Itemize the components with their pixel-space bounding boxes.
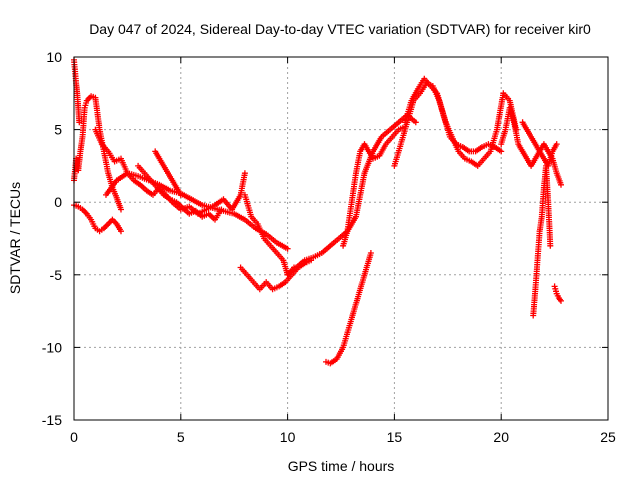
data-marker-trace-r: [551, 283, 564, 304]
x-tick-label: 20: [493, 429, 509, 445]
x-tick-label: 15: [387, 429, 403, 445]
data-marker-trace-e: [103, 170, 291, 252]
y-tick-label: 10: [46, 49, 62, 65]
data-marker-trace-n: [402, 75, 505, 155]
x-axis-label: GPS time / hours: [288, 458, 395, 474]
plot-frame: [73, 56, 609, 421]
y-tick-label: -10: [42, 339, 62, 355]
series-trace-e: [103, 170, 291, 252]
y-tick-label: 5: [54, 122, 62, 138]
series-trace-f: [135, 162, 225, 223]
y-tick-label: -5: [50, 267, 63, 283]
y-tick-label: 0: [54, 194, 62, 210]
x-tick-label: 0: [70, 429, 78, 445]
x-tick-label: 10: [280, 429, 296, 445]
chart-title: Day 047 of 2024, Sidereal Day-to-day VTE…: [89, 21, 591, 37]
y-tick-label: -15: [42, 412, 62, 428]
data-marker-trace-k: [340, 123, 409, 249]
series-trace-n: [402, 75, 505, 155]
data-points: [71, 56, 564, 367]
series-trace-l: [323, 250, 374, 367]
y-axis-label: SDTVAR / TECUs: [7, 182, 23, 294]
series-trace-q: [530, 162, 554, 319]
series-trace-k: [340, 123, 409, 249]
series-trace-r: [551, 283, 564, 304]
data-marker-trace-f: [135, 162, 225, 223]
series-trace-g: [152, 148, 184, 198]
x-tick-label: 25: [600, 429, 616, 445]
x-tick-label: 5: [177, 429, 185, 445]
data-marker-trace-q: [530, 162, 554, 319]
data-marker-trace-l: [323, 250, 374, 367]
data-marker-trace-g: [152, 148, 184, 198]
axis-ticks: 0 5 10 15 20 25 -15 -10 -5 0 5 10: [42, 49, 616, 445]
